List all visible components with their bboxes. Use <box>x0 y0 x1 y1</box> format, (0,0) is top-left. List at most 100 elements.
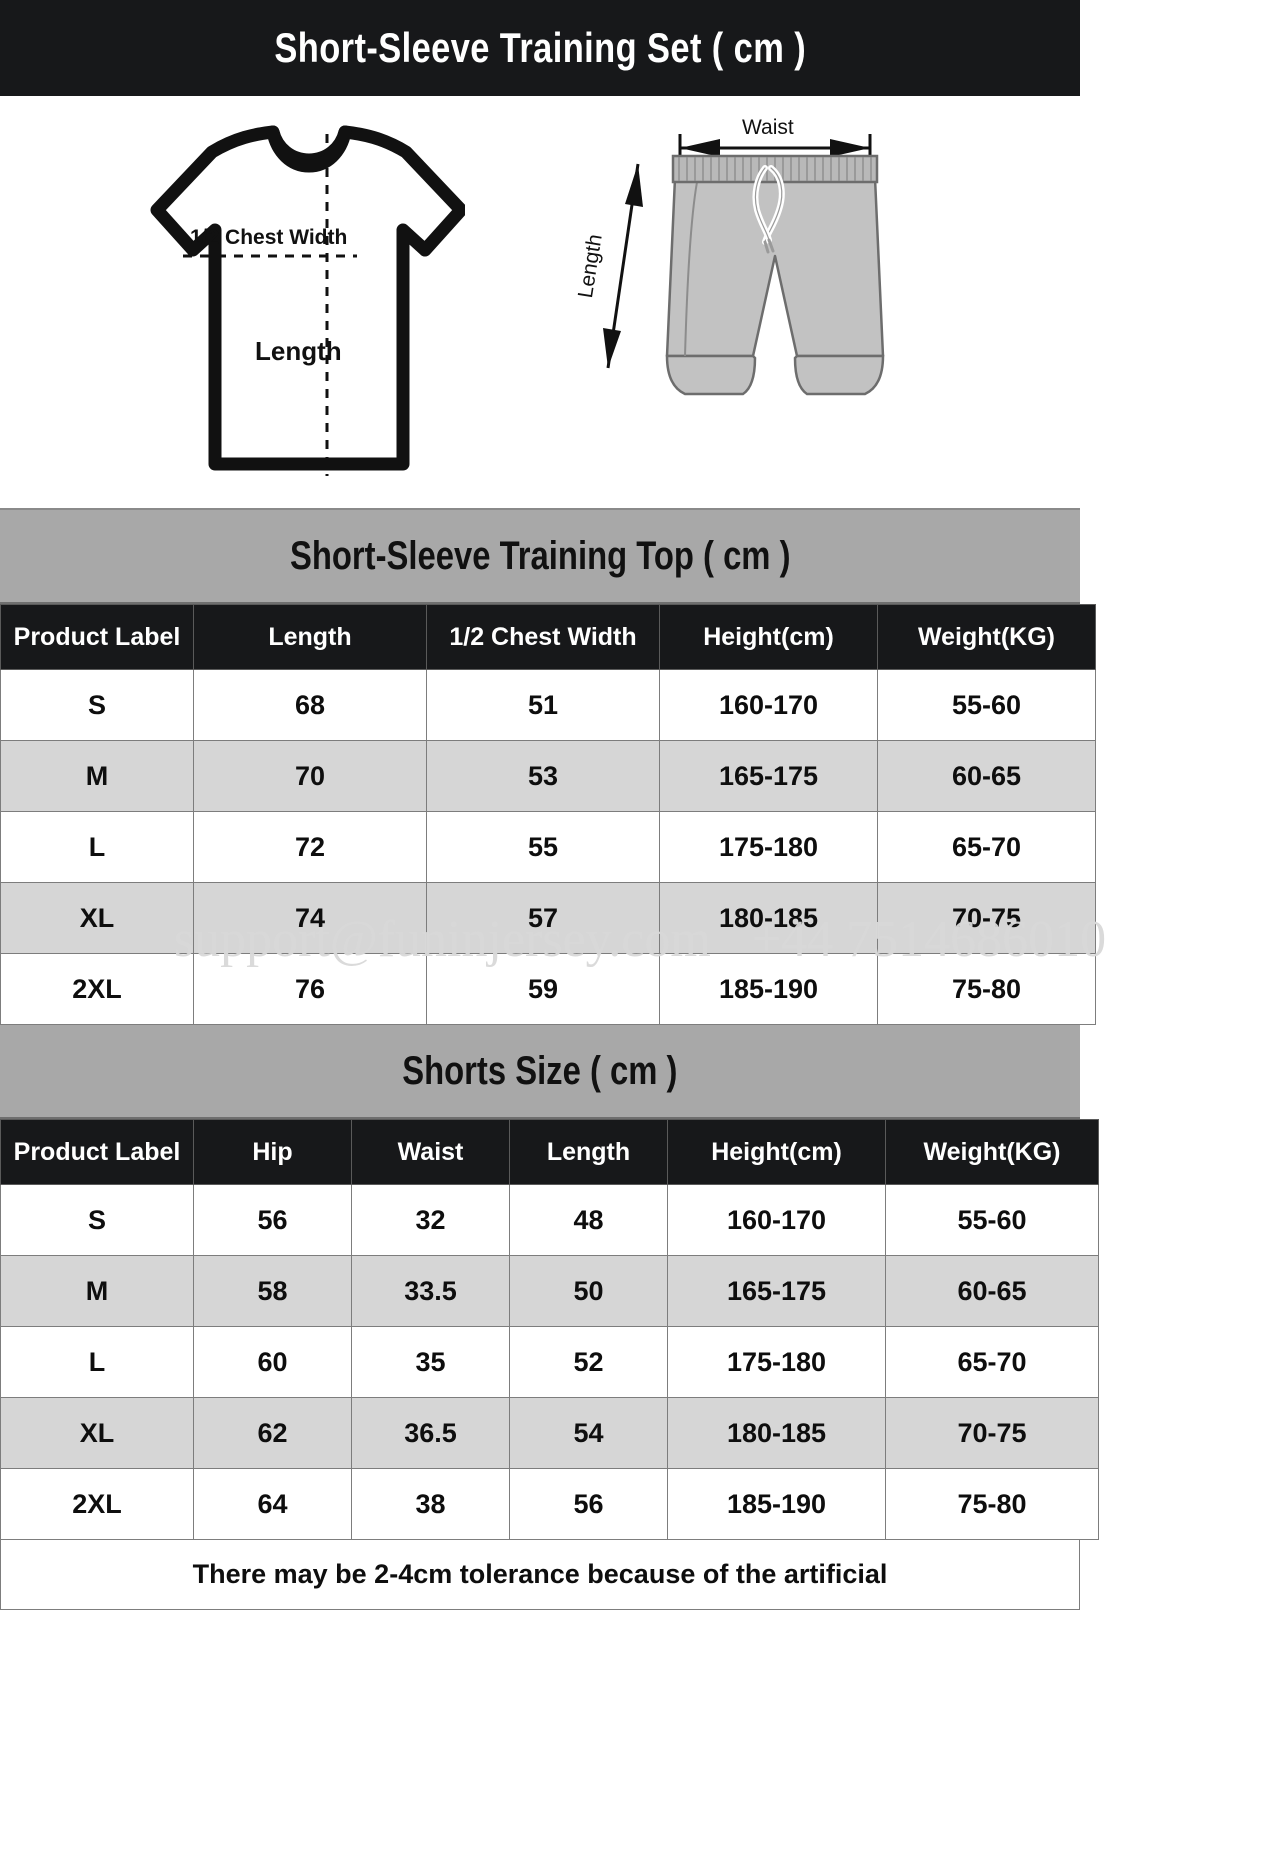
cell-length: 48 <box>509 1184 668 1256</box>
chart-title-bar: Short-Sleeve Training Set ( cm ) <box>0 0 1080 96</box>
cell-chest: 57 <box>426 882 660 954</box>
cell-size: S <box>0 669 194 741</box>
col-header-length: Length <box>509 1119 668 1185</box>
drawstring <box>752 165 785 254</box>
cell-size: L <box>0 811 194 883</box>
cell-length: 52 <box>509 1326 668 1398</box>
table-row: L 60 35 52 175-180 65-70 <box>0 1326 1099 1398</box>
cell-size: L <box>0 1326 194 1398</box>
col-header-height: Height(cm) <box>659 604 878 670</box>
cell-size: XL <box>0 882 194 954</box>
cell-waist: 32 <box>351 1184 510 1256</box>
cell-height: 180-185 <box>659 882 878 954</box>
cell-size: XL <box>0 1397 194 1469</box>
cell-height: 175-180 <box>659 811 878 883</box>
waist-arrow <box>678 134 872 157</box>
table-row: M 58 33.5 50 165-175 60-65 <box>0 1255 1099 1327</box>
cell-size: M <box>0 740 194 812</box>
table-row: S 68 51 160-170 55-60 <box>0 669 1096 741</box>
top-table-section-title: Short-Sleeve Training Top ( cm ) <box>289 533 791 578</box>
cell-weight: 65-70 <box>877 811 1096 883</box>
col-header-height: Height(cm) <box>667 1119 886 1185</box>
col-header-length: Length <box>193 604 427 670</box>
top-length-label: Length <box>255 336 342 366</box>
cell-length: 74 <box>193 882 427 954</box>
cell-length: 68 <box>193 669 427 741</box>
table-header-row: Product Label Hip Waist Length Height(cm… <box>0 1119 1099 1185</box>
col-header-weight: Weight(KG) <box>885 1119 1099 1185</box>
cell-weight: 55-60 <box>877 669 1096 741</box>
cell-chest: 55 <box>426 811 660 883</box>
col-header-hip: Hip <box>193 1119 352 1185</box>
shorts-length-label: Length <box>575 233 607 300</box>
tshirt-diagram: 1/2 Chest Width Length <box>95 104 465 484</box>
cell-length: 50 <box>509 1255 668 1327</box>
cell-weight: 70-75 <box>885 1397 1099 1469</box>
cell-chest: 51 <box>426 669 660 741</box>
cell-height: 165-175 <box>659 740 878 812</box>
col-header-product-label: Product Label <box>0 604 194 670</box>
cell-size: S <box>0 1184 194 1256</box>
cell-height: 160-170 <box>667 1184 886 1256</box>
tolerance-note-bar: There may be 2-4cm tolerance because of … <box>0 1540 1080 1610</box>
table-row: 2XL 64 38 56 185-190 75-80 <box>0 1468 1099 1540</box>
table-row: S 56 32 48 160-170 55-60 <box>0 1184 1099 1256</box>
cell-hip: 58 <box>193 1255 352 1327</box>
page-title: Short-Sleeve Training Set ( cm ) <box>274 24 806 71</box>
cell-hip: 64 <box>193 1468 352 1540</box>
cell-weight: 60-65 <box>885 1255 1099 1327</box>
cell-weight: 75-80 <box>885 1468 1099 1540</box>
cell-length: 76 <box>193 953 427 1025</box>
cell-height: 160-170 <box>659 669 878 741</box>
table-header-row: Product Label Length 1/2 Chest Width Hei… <box>0 604 1096 670</box>
cell-chest: 53 <box>426 740 660 812</box>
cell-waist: 35 <box>351 1326 510 1398</box>
cell-waist: 38 <box>351 1468 510 1540</box>
cell-height: 175-180 <box>667 1326 886 1398</box>
waist-label: Waist <box>742 116 794 139</box>
size-chart-sheet: Short-Sleeve Training Set ( cm ) 1/2 Che… <box>0 0 1099 1610</box>
cell-height: 185-190 <box>659 953 878 1025</box>
shorts-table-section-header: Shorts Size ( cm ) <box>0 1025 1080 1119</box>
shorts-size-table: Product Label Hip Waist Length Height(cm… <box>0 1119 1099 1540</box>
cell-length: 56 <box>509 1468 668 1540</box>
table-row: XL 74 57 180-185 70-75 <box>0 882 1096 954</box>
measurement-diagram-section: 1/2 Chest Width Length Waist <box>0 96 1080 510</box>
tshirt-icon: 1/2 Chest Width Length <box>150 125 465 476</box>
cell-hip: 60 <box>193 1326 352 1398</box>
cell-height: 185-190 <box>667 1468 886 1540</box>
cell-hip: 62 <box>193 1397 352 1469</box>
shorts-icon: Waist Length <box>575 116 885 396</box>
cell-size: 2XL <box>0 1468 194 1540</box>
table-row: 2XL 76 59 185-190 75-80 <box>0 953 1096 1025</box>
cell-weight: 55-60 <box>885 1184 1099 1256</box>
cell-length: 54 <box>509 1397 668 1469</box>
shorts-table-section-title: Shorts Size ( cm ) <box>402 1048 678 1093</box>
cell-height: 180-185 <box>667 1397 886 1469</box>
cell-waist: 36.5 <box>351 1397 510 1469</box>
table-row: XL 62 36.5 54 180-185 70-75 <box>0 1397 1099 1469</box>
cell-weight: 65-70 <box>885 1326 1099 1398</box>
cell-weight: 70-75 <box>877 882 1096 954</box>
cell-length: 72 <box>193 811 427 883</box>
col-header-waist: Waist <box>351 1119 510 1185</box>
cell-height: 165-175 <box>667 1255 886 1327</box>
col-header-product-label: Product Label <box>0 1119 194 1185</box>
top-size-table: Product Label Length 1/2 Chest Width Hei… <box>0 604 1096 1025</box>
col-header-weight: Weight(KG) <box>877 604 1096 670</box>
cell-chest: 59 <box>426 953 660 1025</box>
col-header-chest-width: 1/2 Chest Width <box>426 604 660 670</box>
cell-weight: 75-80 <box>877 953 1096 1025</box>
shorts-diagram: Waist Length <box>575 106 975 446</box>
table-row: M 70 53 165-175 60-65 <box>0 740 1096 812</box>
cell-size: 2XL <box>0 953 194 1025</box>
chest-label: 1/2 Chest Width <box>190 226 347 249</box>
top-table-section-header: Short-Sleeve Training Top ( cm ) <box>0 510 1080 604</box>
table-row: L 72 55 175-180 65-70 <box>0 811 1096 883</box>
cell-length: 70 <box>193 740 427 812</box>
cell-hip: 56 <box>193 1184 352 1256</box>
tolerance-note: There may be 2-4cm tolerance because of … <box>192 1559 888 1589</box>
cell-waist: 33.5 <box>351 1255 510 1327</box>
cell-weight: 60-65 <box>877 740 1096 812</box>
length-arrow <box>603 163 643 369</box>
